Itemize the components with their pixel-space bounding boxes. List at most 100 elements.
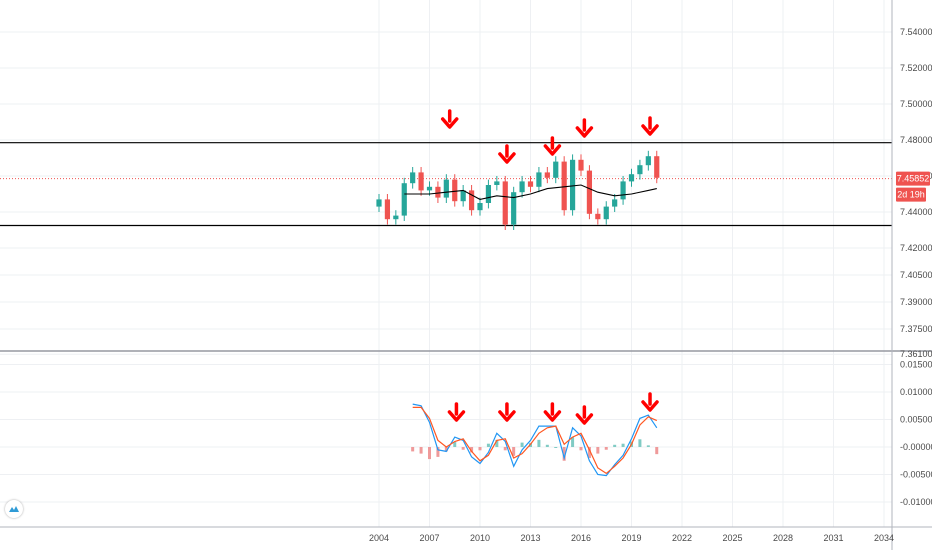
macd-histogram-bar <box>621 443 625 447</box>
macd-histogram-bar <box>537 439 541 447</box>
down-arrow-annotation[interactable] <box>543 402 562 422</box>
price-axis-label: 7.50000 <box>900 99 932 109</box>
candle-body <box>393 215 399 220</box>
macd-histogram-bar <box>646 445 650 447</box>
down-arrow-annotation[interactable] <box>575 118 594 138</box>
bar-timer-tag-text: 2d 19h <box>897 190 925 200</box>
time-axis-label: 2007 <box>419 533 439 543</box>
price-axis-label: 7.42000 <box>900 243 932 253</box>
time-axis-label: 2025 <box>722 533 742 543</box>
candle-body <box>645 156 651 166</box>
price-axis-label: 7.37500 <box>900 324 932 334</box>
candle-body <box>519 181 525 193</box>
candle-body <box>586 170 593 214</box>
macd-histogram-bar <box>495 439 499 447</box>
time-axis-label: 2028 <box>773 533 793 543</box>
candle-body <box>410 172 416 184</box>
horizontal-levels[interactable] <box>0 142 892 227</box>
arrow-head <box>641 124 659 136</box>
macd-histogram-bar <box>579 447 583 451</box>
candle-body <box>527 181 534 187</box>
candle-body <box>654 156 660 178</box>
arrow-head <box>447 410 466 422</box>
price-axis-label: 7.39000 <box>900 297 932 307</box>
price-axis-label: 7.36100 <box>900 349 932 359</box>
time-axis-label: 2016 <box>571 533 591 543</box>
moving-average-layer <box>404 184 657 200</box>
macd-histogram-bar <box>478 447 482 451</box>
down-arrow-annotation[interactable] <box>498 402 516 422</box>
macd-histogram-bar <box>512 447 516 456</box>
arrow-head <box>575 413 594 425</box>
time-axis-label: 2019 <box>621 533 641 543</box>
macd-axis-label: 0.01000 <box>900 387 932 397</box>
bar-timer-tag <box>896 187 926 202</box>
time-axis-label: 2034 <box>874 533 894 543</box>
candle-body <box>485 185 492 203</box>
candle-body <box>418 172 424 191</box>
time-axis-label: 2004 <box>369 533 389 543</box>
arrow-head <box>498 152 516 164</box>
macd-histogram-bar <box>486 443 490 447</box>
macd-histogram-bar <box>428 447 431 460</box>
tradingview-logo-icon[interactable] <box>5 500 23 518</box>
macd-axis-label: 0.00500 <box>900 415 932 425</box>
last-price-tag <box>896 171 930 186</box>
candle-body <box>561 161 567 211</box>
candles-layer <box>376 150 660 230</box>
price-axis-label: 7.48000 <box>900 135 932 145</box>
candle-body <box>595 213 601 220</box>
macd-histogram-bar <box>470 447 474 453</box>
candle-body <box>637 165 643 175</box>
down-arrow-annotation[interactable] <box>575 405 594 425</box>
macd-histogram-bar <box>655 447 659 455</box>
down-arrow-annotation[interactable] <box>498 144 516 164</box>
candle-body <box>511 192 517 225</box>
down-arrow-annotation[interactable] <box>447 402 466 422</box>
moving-average-line <box>404 184 657 200</box>
macd-histogram-bar <box>436 447 440 457</box>
macd-histogram-bar <box>419 447 423 454</box>
candle-body <box>477 203 483 211</box>
arrow-head <box>543 410 562 422</box>
macd-histogram-bar <box>613 444 617 447</box>
macd-histogram-bar <box>638 439 642 447</box>
time-axis-label: 2010 <box>470 533 490 543</box>
macd-histogram-bar <box>503 447 507 451</box>
down-arrow-annotation[interactable] <box>641 116 659 136</box>
candle-body <box>401 183 407 216</box>
candle-body <box>426 186 433 191</box>
down-arrow-annotation[interactable] <box>641 392 659 412</box>
time-axis-label: 2022 <box>672 533 692 543</box>
candle-body <box>460 190 466 202</box>
grid-layer <box>0 0 892 527</box>
macd-histogram-bar <box>562 447 566 461</box>
down-arrow-annotation[interactable] <box>543 136 562 156</box>
candle-body <box>569 159 576 211</box>
candle-body <box>468 190 475 211</box>
macd-histogram-bar <box>453 442 457 447</box>
time-axis-label: 2013 <box>520 533 540 543</box>
down-arrow-annotation[interactable] <box>440 109 459 129</box>
macd-axis-label: -0.01000 <box>900 497 932 507</box>
candle-body <box>494 181 500 185</box>
candle-body <box>452 179 458 202</box>
price-axis-label: 7.44000 <box>900 207 932 217</box>
arrow-head <box>543 144 562 156</box>
candle-body <box>578 159 584 171</box>
candle-body <box>443 179 449 198</box>
cloud-icon <box>9 506 19 512</box>
arrow-head <box>498 410 516 422</box>
macd-histogram-bar <box>571 437 575 447</box>
candle-body <box>435 186 441 198</box>
annotation-arrows[interactable] <box>440 109 659 425</box>
price-axis-label: 7.54000 <box>900 27 932 37</box>
signal-line <box>412 406 658 475</box>
macd-histogram-bar <box>545 444 549 447</box>
macd-histogram-bar <box>520 442 524 447</box>
macd-histogram-bar <box>411 447 415 452</box>
price-axis-label: 7.52000 <box>900 63 932 73</box>
macd-axis-label: -0.00000 <box>900 442 932 452</box>
